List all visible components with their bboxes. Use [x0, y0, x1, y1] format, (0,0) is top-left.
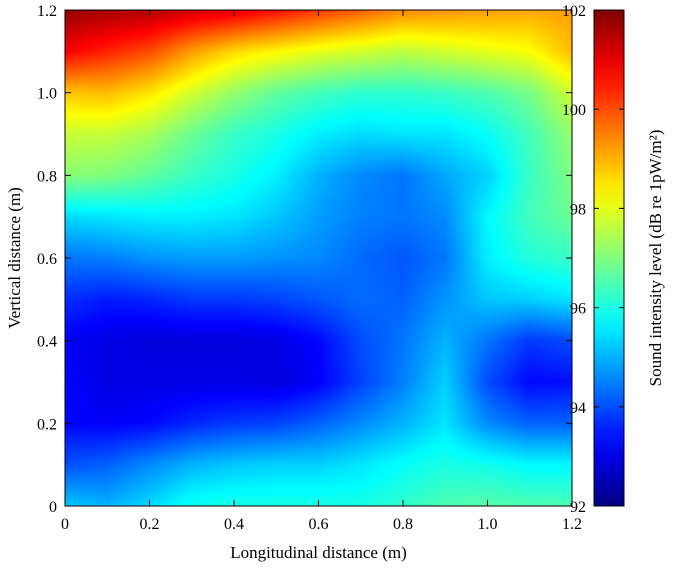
y-tick-label: 0.6 [37, 251, 57, 268]
y-tick-label: 1.0 [37, 86, 57, 103]
colorbar-tick-label: 102 [562, 3, 586, 20]
x-tick-label: 0 [61, 516, 69, 533]
y-tick-label: 0 [49, 499, 57, 516]
colorbar-tick-label: 96 [570, 301, 586, 318]
y-axis-ticks: 0 0.2 0.4 0.6 0.8 1.0 1.2 [37, 3, 572, 516]
colorbar-tick-label: 100 [562, 102, 586, 119]
x-tick-label: 1.0 [478, 516, 498, 533]
y-tick-label: 0.8 [37, 168, 57, 185]
colorbar-tick-label: 92 [570, 499, 586, 516]
x-axis-ticks: 0 0.2 0.4 0.6 0.8 1.0 1.2 [61, 10, 582, 533]
x-tick-label: 0.2 [140, 516, 160, 533]
colorbar-label: Sound intensity level (dB re 1pW/m²) [646, 130, 665, 387]
x-tick-label: 0.8 [393, 516, 413, 533]
x-tick-label: 0.6 [309, 516, 329, 533]
x-tick-label: 1.2 [562, 516, 582, 533]
x-axis-label: Longitudinal distance (m) [230, 543, 407, 562]
y-tick-label: 0.2 [37, 416, 57, 433]
colorbar [593, 9, 625, 507]
y-axis-label: Vertical distance (m) [5, 187, 24, 329]
heatmap-surface [65, 10, 572, 506]
x-tick-label: 0.4 [224, 516, 244, 533]
y-tick-label: 0.4 [37, 334, 57, 351]
colorbar-tick-label: 94 [570, 400, 586, 417]
colorbar-tick-label: 98 [570, 201, 586, 218]
colorbar-ticks: 92 94 96 98 100 102 [562, 3, 624, 516]
y-tick-label: 1.2 [37, 3, 57, 20]
